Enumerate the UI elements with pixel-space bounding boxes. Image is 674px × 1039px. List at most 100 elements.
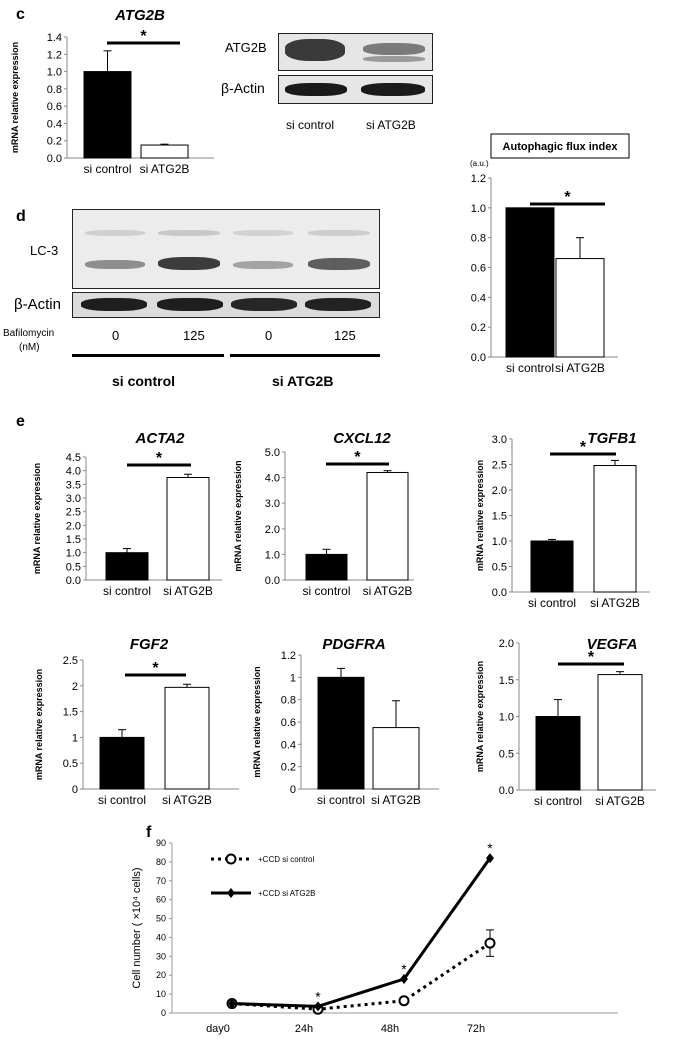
x-tick-label: si ATG2B: [555, 361, 605, 375]
panel-label-c: c: [16, 6, 25, 23]
y-tick-label: 0.0: [265, 575, 280, 587]
blot-d-dose: 125: [334, 328, 356, 343]
significance-star: *: [140, 28, 147, 45]
y-axis-label: mRNA relative expression: [475, 661, 485, 772]
blot-c-actin-strip: [278, 75, 433, 104]
blot-d-row1-label: LC-3: [30, 243, 59, 258]
chart-title: VEGFA: [587, 636, 638, 653]
band: [285, 83, 347, 96]
y-tick-label: 0.2: [281, 762, 296, 774]
x-tick-label: si ATG2B: [590, 596, 640, 610]
y-tick-label: 3.0: [66, 493, 81, 505]
bar-si-atg2b: [372, 727, 420, 790]
y-tick-label: 1.2: [471, 173, 486, 185]
series-line-si-control: [231, 941, 491, 1011]
y-tick-label: 0.5: [499, 748, 514, 760]
y-tick-label: 2.5: [63, 655, 78, 667]
chart-title-box: [490, 133, 630, 159]
y-tick-label: 0.4: [47, 118, 62, 130]
y-tick-label: 1.5: [499, 675, 514, 687]
legend-marker: [225, 853, 237, 865]
chart-e-vegfa: 0.0 0.5 1.0 1.5 2.0 si control si ATG2B *VEGFA m…: [475, 636, 656, 808]
y-tick-label: 4.5: [66, 452, 81, 464]
y-tick-label: 0.0: [499, 785, 514, 797]
x-tick-label: si control: [534, 794, 582, 808]
y-tick-label: 60: [156, 895, 166, 905]
bar-si-atg2b: [555, 258, 605, 358]
significance-star: *: [401, 961, 407, 977]
chart-e-acta2: 0.0 0.51.0 1.5 2.02.5 3.0 3.54.0 4.5 si control…: [32, 430, 222, 598]
chart-title: ACTA2: [135, 430, 186, 447]
x-tick-label: 48h: [381, 1023, 399, 1035]
y-tick-label: 3.5: [66, 479, 81, 491]
blot-c-atg2b-strip: [278, 33, 433, 71]
band: [363, 43, 425, 55]
significance-star: *: [580, 439, 587, 456]
y-tick-label: 1.0: [47, 67, 62, 79]
data-point: [228, 998, 236, 1009]
blot-d-group1-label: si control: [112, 373, 176, 389]
significance-star: *: [156, 450, 163, 467]
band: [231, 298, 297, 311]
y-tick-label: 0.6: [471, 263, 486, 275]
y-tick-label: 80: [156, 857, 166, 867]
y-tick-label: 2.0: [492, 485, 507, 497]
y-tick-label: 1.5: [66, 534, 81, 546]
y-tick-label: 1.2: [47, 49, 62, 61]
band: [233, 230, 293, 236]
y-tick-label: 2.0: [499, 638, 514, 650]
y-tick-label: 0.8: [47, 84, 62, 96]
x-tick-label: 24h: [295, 1023, 313, 1035]
y-tick-label: 3.0: [265, 498, 280, 510]
band: [233, 261, 293, 269]
x-tick-label: si ATG2B: [163, 584, 213, 598]
y-tick-label: 0.5: [66, 561, 81, 573]
band: [285, 39, 345, 61]
panel-label-f: f: [146, 824, 152, 841]
y-tick-label: 50: [156, 914, 166, 924]
y-tick-label: 1.0: [499, 712, 514, 724]
series-line-si-atg2b: [231, 857, 492, 1008]
y-tick-label: 90: [156, 838, 166, 848]
significance-star: *: [315, 988, 321, 1004]
blot-d-dose: 125: [183, 328, 205, 343]
x-tick-label: si control: [98, 793, 146, 807]
chart-title: TGFB1: [587, 430, 636, 447]
blot-d-actin-strip: [72, 292, 380, 318]
y-tick-label: 20: [156, 970, 166, 980]
band: [305, 298, 371, 311]
y-axis-label: mRNA relative expression: [233, 460, 243, 571]
chart-e-cxcl12: 0.0 1.0 2.0 3.0 4.0 5.0 si control si ATG2B * CXC…: [233, 430, 414, 598]
data-point: [398, 995, 410, 1007]
x-tick-label: si ATG2B: [363, 584, 413, 598]
y-axis-label: mRNA relative expression: [32, 463, 42, 574]
y-axis-label: Cell number ( ×10⁴ cells): [131, 867, 143, 988]
legend-marker: [227, 888, 235, 898]
bar-si-control: [105, 552, 149, 581]
blot-d-dose: 0: [265, 328, 273, 343]
y-tick-label: 0.2: [471, 322, 486, 334]
band: [157, 298, 223, 311]
chart-title: ATG2B: [114, 7, 165, 24]
y-axis-label: mRNA relative expression: [34, 669, 44, 780]
bar-si-control: [305, 553, 348, 581]
y-axis-label: mRNA relative expression: [10, 42, 20, 153]
y-tick-label: 0.4: [471, 292, 486, 304]
chart-f-growth: 0 10 20 30 40 50 60 70 80 90 day0 24h 48h 72h Cell num…: [131, 838, 618, 1035]
y-tick-label: 0: [290, 784, 296, 796]
chart-title: PDGFRA: [322, 636, 385, 653]
blot-d-treatment-unit: (nM): [19, 342, 40, 353]
bar-si-control: [99, 736, 145, 790]
y-tick-label: 1: [290, 672, 296, 684]
significance-star: *: [152, 660, 159, 677]
blot-c-lane2: si ATG2B: [366, 118, 416, 132]
y-tick-label: 1.5: [63, 707, 78, 719]
y-tick-label: 30: [156, 951, 166, 961]
blot-d-dose: 0: [112, 328, 120, 343]
bar-si-control: [317, 676, 365, 790]
y-axis-label: mRNA relative expression: [252, 666, 262, 777]
blot-c-row1-label: ATG2B: [225, 40, 267, 55]
band: [158, 230, 220, 236]
y-tick-label: 0.0: [471, 352, 486, 364]
data-point: [484, 937, 496, 949]
